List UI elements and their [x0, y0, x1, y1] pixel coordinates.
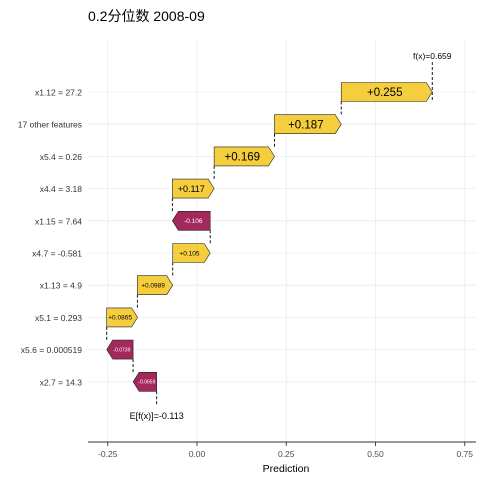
y-tick-label: x5.1 = 0.293 [35, 313, 82, 323]
positive-bar [106, 307, 138, 328]
y-tick-label: x1.12 = 27.2 [35, 88, 82, 98]
bar-value-label: +0.0865 [108, 315, 132, 322]
y-tick-label: x5.4 = 0.26 [40, 152, 83, 162]
y-tick-label: x1.13 = 4.9 [40, 281, 83, 291]
x-tick-label: 0.00 [189, 449, 206, 459]
x-axis-label: Prediction [263, 463, 310, 475]
positive-bar [137, 275, 174, 296]
negative-bar [172, 211, 211, 231]
x-tick-label: 0.50 [367, 449, 384, 459]
positive-bar [172, 243, 211, 263]
x-tick-label: -0.25 [98, 449, 118, 459]
bar-value-label: +0.169 [225, 152, 261, 164]
final-value-label: f(x)=0.659 [413, 51, 452, 61]
bar-value-label: -0.0739 [113, 347, 130, 353]
bar-value-label: +0.0989 [141, 283, 165, 290]
bar-value-label: +0.187 [288, 119, 324, 131]
y-tick-label: x5.6 = 0.000519 [21, 345, 82, 355]
positive-bar [172, 178, 215, 199]
negative-bar [132, 371, 157, 392]
base-value-label: E[f(x)]=-0.113 [130, 411, 184, 421]
positive-bar [340, 82, 433, 102]
y-tick-label: x4.4 = 3.18 [40, 184, 83, 194]
bar-value-label: +0.117 [178, 184, 205, 194]
y-tick-label: x2.7 = 14.3 [40, 377, 83, 387]
y-tick-label: x1.15 = 7.64 [35, 216, 82, 226]
negative-bar [106, 339, 134, 360]
y-tick-label: 17 other features [18, 120, 82, 130]
bar-value-label: -0.0659 [138, 380, 155, 386]
y-tick-label: x4.7 = -0.581 [32, 249, 82, 259]
chart-title: 0.2分位数 2008-09 [88, 8, 205, 24]
bar-value-label: +0.255 [367, 87, 403, 99]
x-tick-label: 0.25 [278, 449, 295, 459]
positive-bar [274, 114, 342, 134]
bar-value-label: -0.106 [184, 218, 203, 225]
positive-bar [213, 146, 275, 167]
x-tick-label: 0.75 [456, 449, 473, 459]
bar-value-label: +0.105 [179, 250, 199, 257]
